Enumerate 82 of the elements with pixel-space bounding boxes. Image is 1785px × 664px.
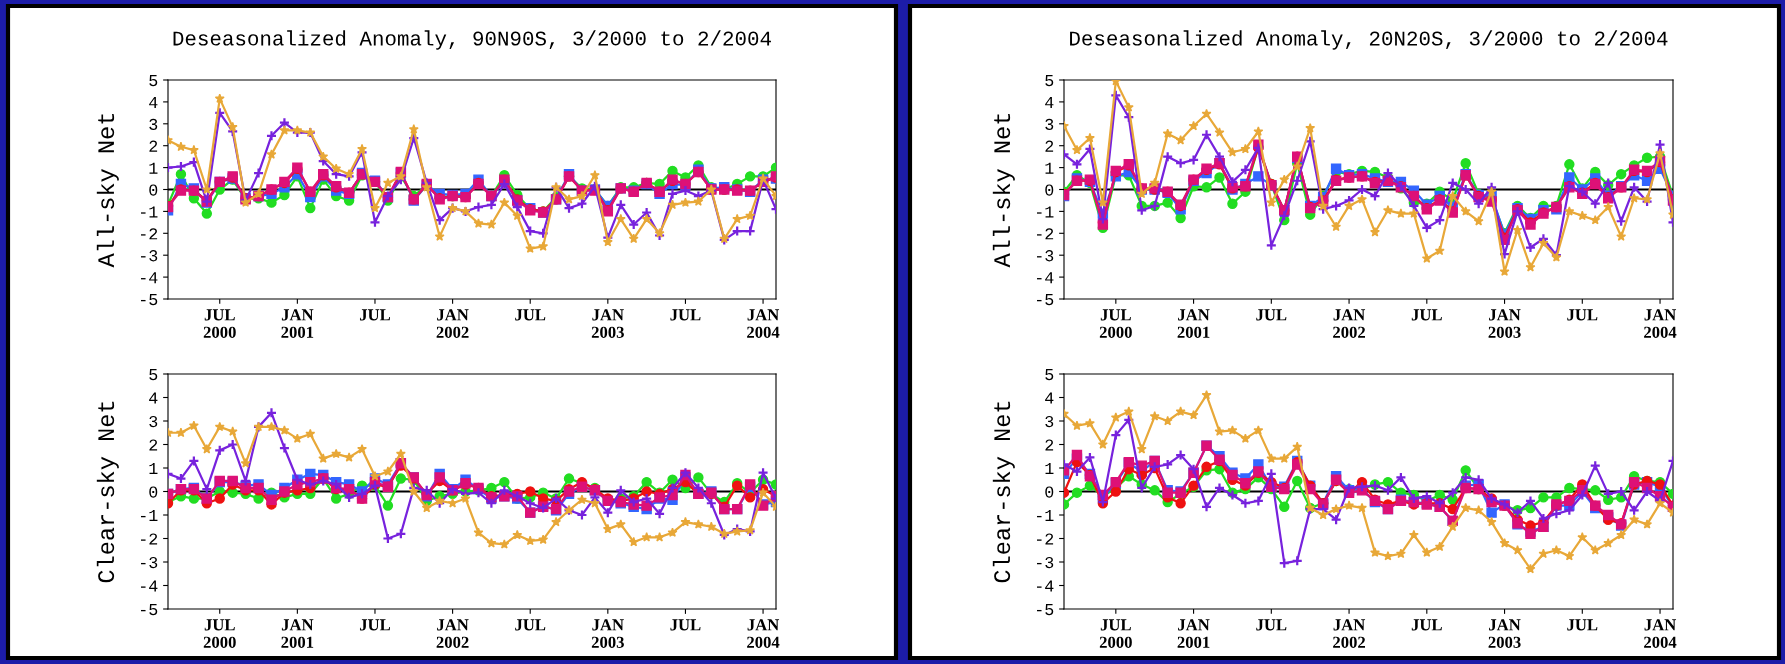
y-tick-label: -5	[1036, 604, 1054, 616]
y-tick-label: 3	[149, 415, 158, 428]
y-tick-label: 3	[1045, 118, 1054, 130]
x-tick-label: JUL	[515, 309, 546, 321]
y-tick-label: 0	[149, 184, 158, 196]
y-tick-label: 4	[1045, 96, 1054, 108]
x-tick-label: JAN 2001	[1177, 619, 1210, 648]
y-tick-label: -4	[1036, 580, 1054, 592]
x-tick-label: JUL	[359, 309, 391, 321]
chart-title: Deseasonalized Anomaly, 20N20S, 3/2000 to 2/2004	[1070, 30, 1668, 50]
y-tick-label: -2	[1036, 533, 1054, 545]
y-tick-label: 4	[1045, 392, 1054, 404]
y-tick-label: -2	[1036, 228, 1054, 240]
y-tick-label: 2	[1045, 140, 1054, 152]
y-tick-label: -1	[1036, 510, 1054, 522]
x-tick-label: JUL	[1411, 619, 1442, 631]
x-tick-label: JAN 2001	[1177, 309, 1210, 338]
y-tick-label: -4	[140, 580, 158, 592]
x-tick-label: JUL	[670, 309, 701, 321]
x-tick-label: JAN 2001	[281, 309, 314, 338]
y-tick-label: 1	[149, 463, 158, 475]
x-tick-label: JAN 2003	[1488, 619, 1521, 648]
x-tick-label: JUL	[1567, 619, 1598, 631]
x-tick-label: JUL	[1256, 619, 1287, 631]
y-tick-label: -2	[140, 533, 158, 545]
x-tick-label: JAN 2004	[747, 309, 780, 338]
y-tick-label: 0	[1045, 486, 1054, 498]
y-axis-title: Clear-sky Net	[992, 401, 1015, 583]
x-tick-label: JAN 2002	[1333, 619, 1366, 648]
y-tick-label: 0	[149, 486, 158, 498]
x-tick-label: JUL	[359, 619, 391, 631]
y-tick-label: 1	[1045, 162, 1054, 174]
y-tick-label: -2	[140, 228, 158, 240]
x-tick-label: JUL	[1567, 309, 1598, 321]
x-tick-label: JAN 2002	[1333, 309, 1366, 338]
y-tick-label: -1	[140, 206, 158, 218]
x-tick-label: JAN 2003	[591, 309, 624, 338]
y-tick-label: 5	[149, 75, 158, 87]
y-tick-label: 2	[1045, 439, 1054, 451]
y-tick-label: -1	[140, 510, 158, 522]
x-tick-label: JAN 2004	[1644, 309, 1677, 338]
y-tick-label: 1	[1045, 463, 1054, 475]
x-tick-label: JAN 2004	[747, 619, 780, 648]
y-tick-label: -5	[1036, 294, 1054, 306]
y-tick-label: -3	[1036, 250, 1054, 262]
y-tick-label: 4	[149, 392, 158, 404]
y-tick-label: 3	[149, 118, 158, 130]
y-tick-label: -3	[140, 250, 158, 262]
y-tick-label: -4	[1036, 272, 1054, 284]
y-tick-label: 2	[149, 439, 158, 451]
y-tick-label: -5	[140, 604, 158, 616]
x-tick-label: JAN 2003	[591, 619, 624, 648]
y-tick-label: 5	[1045, 369, 1054, 381]
y-tick-label: 0	[1045, 184, 1054, 196]
x-tick-label: JAN 2001	[281, 619, 314, 648]
x-tick-label: JAN 2002	[436, 309, 469, 338]
x-tick-label: JUL	[670, 619, 701, 631]
x-tick-label: JUL	[1411, 309, 1442, 321]
y-tick-label: -4	[140, 272, 158, 284]
x-tick-label: JAN 2004	[1644, 619, 1677, 648]
y-axis-title: All-sky Net	[96, 114, 119, 268]
y-tick-label: 5	[1045, 75, 1054, 87]
x-tick-label: JUL 2000	[1099, 619, 1132, 648]
x-tick-label: JUL	[1256, 309, 1287, 321]
x-tick-label: JAN 2003	[1488, 309, 1521, 338]
x-tick-label: JAN 2002	[436, 619, 469, 648]
y-axis-title: Clear-sky Net	[96, 401, 119, 583]
y-tick-label: -3	[1036, 556, 1054, 569]
y-tick-label: 2	[149, 140, 158, 152]
chart-title: Deseasonalized Anomaly, 90N90S, 3/2000 to 2/2004	[173, 30, 771, 50]
y-tick-label: 5	[149, 369, 158, 381]
x-tick-label: JUL 2000	[203, 309, 236, 338]
y-tick-label: 3	[1045, 415, 1054, 428]
y-tick-label: 4	[149, 96, 158, 108]
y-tick-label: -3	[140, 556, 158, 569]
y-tick-label: 1	[149, 162, 158, 174]
y-tick-label: -5	[140, 294, 158, 306]
x-tick-label: JUL 2000	[203, 619, 236, 648]
x-tick-label: JUL 2000	[1099, 309, 1132, 338]
y-axis-title: All-sky Net	[992, 114, 1015, 268]
x-tick-label: JUL	[515, 619, 546, 631]
y-tick-label: -1	[1036, 206, 1054, 218]
